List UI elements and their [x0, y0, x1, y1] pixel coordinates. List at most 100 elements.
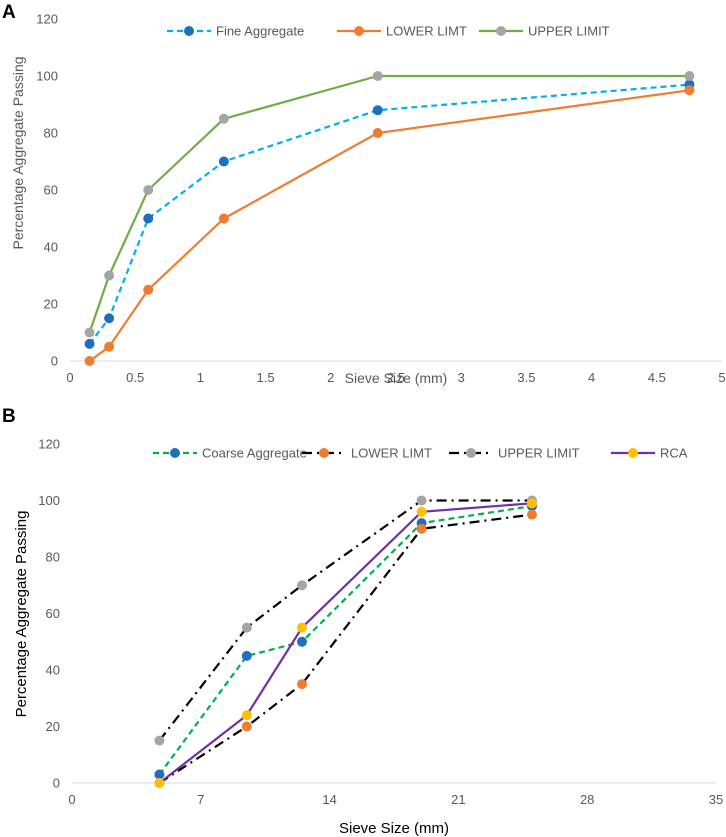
y-tick-label: 80 — [44, 126, 58, 141]
x-tick-label: 0 — [68, 792, 75, 807]
legend-marker — [354, 26, 364, 36]
x-tick-label: 14 — [322, 792, 336, 807]
legend-marker — [466, 448, 476, 458]
panel-b-y-axis-title: Percentage Aggregate Passing — [13, 511, 30, 718]
legend-label: UPPER LIMIT — [528, 24, 610, 39]
legend-label: Fine Aggregate — [216, 24, 304, 39]
x-tick-label: 0 — [66, 370, 73, 385]
data-point — [416, 495, 427, 506]
panel-a-label: A — [2, 2, 16, 23]
data-point — [372, 71, 383, 81]
data-point — [104, 270, 115, 281]
data-point — [218, 213, 229, 224]
data-point — [154, 778, 165, 788]
data-point — [84, 356, 95, 366]
data-point — [104, 313, 115, 324]
legend-marker — [319, 448, 329, 458]
y-tick-label: 120 — [38, 437, 60, 452]
legend-label: Coarse Aggregate — [202, 446, 307, 461]
data-point — [154, 769, 165, 780]
legend-marker — [628, 448, 638, 458]
y-tick-label: 20 — [46, 719, 60, 734]
legend-label: LOWER LIMT — [386, 24, 467, 39]
panel-b-label: B — [2, 406, 16, 427]
y-tick-label: 20 — [44, 297, 58, 312]
panel-a-series — [84, 71, 695, 366]
y-tick-label: 0 — [51, 354, 58, 369]
data-point — [241, 721, 252, 732]
data-point — [297, 622, 307, 633]
y-tick-label: 40 — [44, 240, 58, 255]
x-tick-label: 0.5 — [126, 370, 144, 385]
x-tick-label: 3 — [458, 370, 465, 385]
x-tick-label: 1 — [197, 370, 204, 385]
y-tick-label: 0 — [53, 776, 60, 791]
data-point — [372, 128, 383, 138]
data-point — [241, 650, 252, 661]
data-point — [372, 105, 383, 116]
data-point — [527, 498, 537, 509]
data-point — [416, 506, 427, 517]
data-point — [154, 735, 165, 746]
panel-b: B 0 7 14 21 28 35 0 20 40 60 80 100 120 Coarse Aggre… — [2, 406, 723, 837]
series-line-4 — [158, 502, 533, 784]
x-tick-label: 2 — [327, 370, 334, 385]
x-tick-label: 35 — [709, 792, 723, 807]
series-line-3 — [88, 74, 690, 333]
data-point — [143, 284, 154, 295]
x-tick-label: 1.5 — [257, 370, 275, 385]
y-tick-label: 100 — [36, 69, 58, 84]
panel-b-x-axis-title: Sieve Size (mm) — [339, 820, 449, 837]
legend-label: RCA — [660, 446, 688, 461]
series-line-2 — [88, 89, 690, 362]
y-tick-label: 80 — [46, 550, 60, 565]
x-tick-label: 28 — [580, 792, 594, 807]
data-point — [241, 622, 252, 633]
data-point — [84, 338, 95, 349]
data-point — [684, 71, 695, 81]
y-tick-label: 60 — [46, 606, 60, 621]
panel-b-series — [154, 495, 537, 788]
x-tick-label: 7 — [197, 792, 204, 807]
panel-a-y-axis-title: Percentage Aggregate Passing — [10, 56, 26, 249]
data-point — [297, 580, 307, 591]
panel-a-legend: Fine Aggregate LOWER LIMT UPPER LIMIT — [167, 24, 610, 39]
series-line-1 — [88, 83, 690, 345]
data-point — [297, 636, 307, 647]
series-line-3 — [158, 499, 532, 742]
panel-b-legend: Coarse Aggregate LOWER LIMT UPPER LIMIT RCA — [153, 446, 688, 461]
data-point — [527, 509, 537, 520]
panel-a-ticks: 0 0.5 1 1.5 2 2.5 3 3.5 4 4.5 5 0 20 40 60 80 100 120 — [36, 12, 725, 386]
y-tick-label: 60 — [44, 183, 58, 198]
data-point — [84, 327, 95, 338]
legend-marker — [184, 26, 194, 36]
x-tick-label: 5 — [718, 370, 725, 385]
legend-label: LOWER LIMT — [351, 446, 432, 461]
series-line-1 — [158, 505, 533, 776]
data-point — [143, 213, 154, 224]
x-tick-label: 4.5 — [648, 370, 666, 385]
panel-a: A 0 0.5 1 1.5 2 2.5 3 3.5 4 4.5 5 0 20 40 60 80 100 120 F… — [2, 2, 726, 386]
y-tick-label: 120 — [36, 12, 58, 27]
data-point — [241, 710, 252, 721]
data-point — [297, 679, 307, 690]
data-point — [684, 85, 695, 96]
x-tick-label: 2.5 — [387, 370, 405, 385]
data-point — [218, 156, 229, 167]
x-tick-label: 21 — [451, 792, 465, 807]
y-tick-label: 100 — [38, 493, 60, 508]
data-point — [218, 113, 229, 124]
legend-marker — [496, 26, 506, 36]
y-tick-label: 40 — [46, 663, 60, 678]
data-point — [143, 185, 154, 195]
legend-label: UPPER LIMIT — [498, 446, 580, 461]
data-point — [104, 341, 115, 352]
series-line-2 — [158, 513, 533, 784]
panel-b-ticks: 0 7 14 21 28 35 0 20 40 60 80 100 120 — [38, 437, 723, 808]
legend-marker — [170, 448, 180, 458]
x-tick-label: 4 — [588, 370, 595, 385]
data-point — [416, 523, 427, 534]
x-tick-label: 3.5 — [517, 370, 535, 385]
panel-a-x-axis-title: Sieve Size (mm) — [345, 370, 448, 386]
